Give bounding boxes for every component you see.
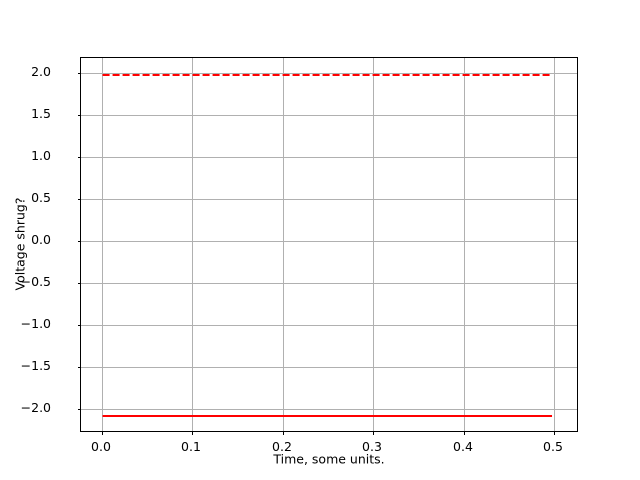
y-tick-mark xyxy=(77,199,81,200)
y-tick-mark xyxy=(77,241,81,242)
data-series-layer xyxy=(102,74,553,417)
y-tick-mark xyxy=(77,367,81,368)
gridline-y xyxy=(81,325,577,326)
y-tick-mark xyxy=(77,115,81,116)
x-tick-label: 0.3 xyxy=(362,439,382,454)
gridline-x xyxy=(102,58,103,431)
y-tick-label: −2.0 xyxy=(20,399,51,415)
y-tick-label: −1.0 xyxy=(20,315,51,331)
gridline-y xyxy=(81,157,577,158)
y-tick-mark xyxy=(77,325,81,326)
gridline-y xyxy=(81,199,577,200)
y-axis-label: Voltage shrug? xyxy=(12,197,28,291)
y-tick-label: 0.5 xyxy=(31,189,51,205)
x-tick-label: 0.4 xyxy=(453,439,473,454)
x-tick-label: 0.1 xyxy=(181,439,201,454)
y-tick-label: −1.5 xyxy=(20,357,51,373)
plot-area xyxy=(77,57,578,435)
y-tick-mark xyxy=(77,409,81,410)
x-tick-mark xyxy=(373,431,374,435)
x-tick-label: 0.2 xyxy=(272,439,292,454)
x-tick-mark xyxy=(192,431,193,435)
x-tick-mark xyxy=(554,431,555,435)
y-tick-mark xyxy=(77,283,81,284)
gridline-y xyxy=(81,283,577,284)
gridline-y xyxy=(81,73,577,74)
gridline-y xyxy=(81,115,577,116)
gridline-x xyxy=(373,58,374,431)
y-tick-label: 2.0 xyxy=(31,63,51,79)
y-tick-label: −0.5 xyxy=(20,273,51,289)
x-tick-mark xyxy=(102,431,103,435)
x-axis-label: Time, some units. xyxy=(273,451,385,467)
y-tick-label: 1.0 xyxy=(31,147,51,163)
gridline-x xyxy=(554,58,555,431)
x-tick-mark xyxy=(283,431,284,435)
gridline-x xyxy=(464,58,465,431)
gridline-y xyxy=(81,409,577,410)
y-tick-label: 1.5 xyxy=(31,105,51,121)
y-tick-label: 0.0 xyxy=(31,231,51,247)
y-tick-mark xyxy=(77,157,81,158)
gridline-y xyxy=(81,241,577,242)
x-tick-label: 0.0 xyxy=(91,439,111,454)
x-tick-mark xyxy=(464,431,465,435)
gridline-x xyxy=(283,58,284,431)
x-tick-label: 0.5 xyxy=(543,439,563,454)
gridline-y xyxy=(81,367,577,368)
y-tick-mark xyxy=(77,73,81,74)
gridline-x xyxy=(192,58,193,431)
